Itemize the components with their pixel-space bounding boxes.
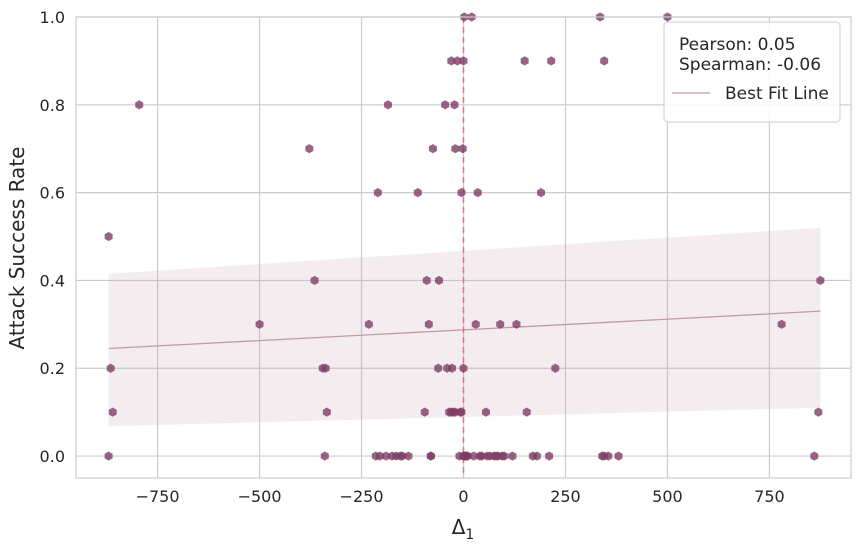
scatter-point	[460, 451, 469, 461]
scatter-point	[104, 231, 113, 242]
scatter-point	[434, 363, 443, 373]
y-tick-label: 1.0	[40, 8, 65, 27]
y-tick-labels: 0.0 0.2 0.4 0.6 0.8 1.0	[40, 8, 65, 466]
scatter-point	[547, 56, 556, 66]
x-tick-label: 500	[652, 487, 683, 506]
y-tick-label: 0.0	[40, 447, 65, 466]
scatter-point	[458, 144, 467, 154]
scatter-point	[305, 144, 314, 154]
pearson-annotation: Pearson: 0.05	[679, 35, 796, 55]
scatter-point	[135, 100, 144, 110]
scatter-point	[322, 407, 331, 417]
confidence-band	[108, 227, 821, 427]
scatter-point	[422, 275, 431, 286]
scatter-point	[459, 363, 468, 373]
x-tick-label: −500	[238, 487, 282, 506]
scatter-point	[441, 100, 450, 110]
scatter-point	[108, 407, 117, 417]
y-tick-label: 0.4	[40, 271, 65, 290]
x-axis-label: Δ1	[452, 515, 475, 543]
scatter-point	[496, 319, 505, 329]
scatter-point	[321, 363, 330, 373]
scatter-point	[447, 56, 456, 66]
scatter-point	[424, 319, 433, 329]
scatter-point	[481, 407, 490, 417]
scatter-point	[384, 100, 393, 110]
best-fit-line-group	[108, 310, 821, 350]
scatter-point	[371, 451, 380, 461]
scatter-point	[473, 188, 482, 198]
scatter-point	[426, 451, 435, 461]
x-tick-labels: −750 −500 −250 0 250 500 750	[136, 487, 785, 506]
scatter-point	[373, 188, 382, 198]
legend-label-best-fit: Best Fit Line	[725, 84, 829, 104]
scatter-point	[310, 275, 319, 286]
scatter-point	[471, 319, 480, 329]
scatter-point	[777, 319, 786, 329]
y-axis-label: Attack Success Rate	[5, 147, 29, 350]
scatter-point	[451, 144, 460, 154]
x-tick-label: −750	[136, 487, 180, 506]
scatter-point	[500, 451, 509, 461]
scatter-point	[106, 363, 115, 373]
scatter-point	[453, 56, 462, 66]
scatter-point	[320, 451, 329, 461]
scatter-point	[545, 451, 554, 461]
scatter-point	[420, 407, 429, 417]
scatter-point	[255, 319, 264, 329]
scatter-point	[398, 451, 407, 461]
scatter-point	[520, 56, 529, 66]
scatter-point	[450, 100, 459, 110]
scatter-point	[551, 363, 560, 373]
y-tick-label: 0.2	[40, 359, 65, 378]
scatter-point	[469, 451, 478, 461]
scatter-point	[810, 451, 819, 461]
x-tick-label: 750	[754, 487, 785, 506]
plot-frame	[75, 16, 852, 479]
legend: Pearson: 0.05 Spearman: -0.06 Best Fit L…	[663, 21, 841, 123]
scatter-point	[814, 407, 823, 417]
scatter-point	[816, 275, 825, 286]
x-tick-label: 250	[550, 487, 581, 506]
confidence-band-area	[108, 227, 821, 427]
scatter-point	[537, 188, 545, 198]
scatter-point	[382, 451, 390, 461]
scatter-point	[448, 363, 457, 373]
scatter-point	[532, 451, 541, 461]
scatter-point	[522, 407, 531, 417]
scatter-point	[413, 188, 422, 198]
scatter-point	[435, 275, 444, 286]
scatter-point	[614, 451, 623, 461]
x-tick-label: 0	[458, 487, 468, 506]
scatter-points	[104, 12, 825, 461]
scatter-point	[457, 407, 466, 417]
scatter-point	[404, 451, 413, 461]
x-tick-label: −250	[340, 487, 384, 506]
scatter-point	[364, 319, 373, 329]
y-tick-label: 0.8	[40, 96, 65, 115]
scatter-point	[604, 451, 613, 461]
scatter-point	[457, 188, 466, 198]
scatter-point	[508, 451, 517, 461]
scatter-point	[428, 144, 437, 154]
scatter-point	[600, 56, 609, 66]
spearman-annotation: Spearman: -0.06	[679, 55, 821, 75]
scatter-point	[512, 319, 521, 329]
legend-box	[663, 21, 841, 123]
scatter-point	[104, 451, 113, 461]
y-tick-label: 0.6	[40, 184, 65, 203]
x-axis-label-subscript: 1	[465, 527, 474, 543]
x-axis-label-main: Δ	[452, 515, 466, 539]
scatter-point	[459, 56, 468, 66]
best-fit-line	[108, 310, 821, 350]
